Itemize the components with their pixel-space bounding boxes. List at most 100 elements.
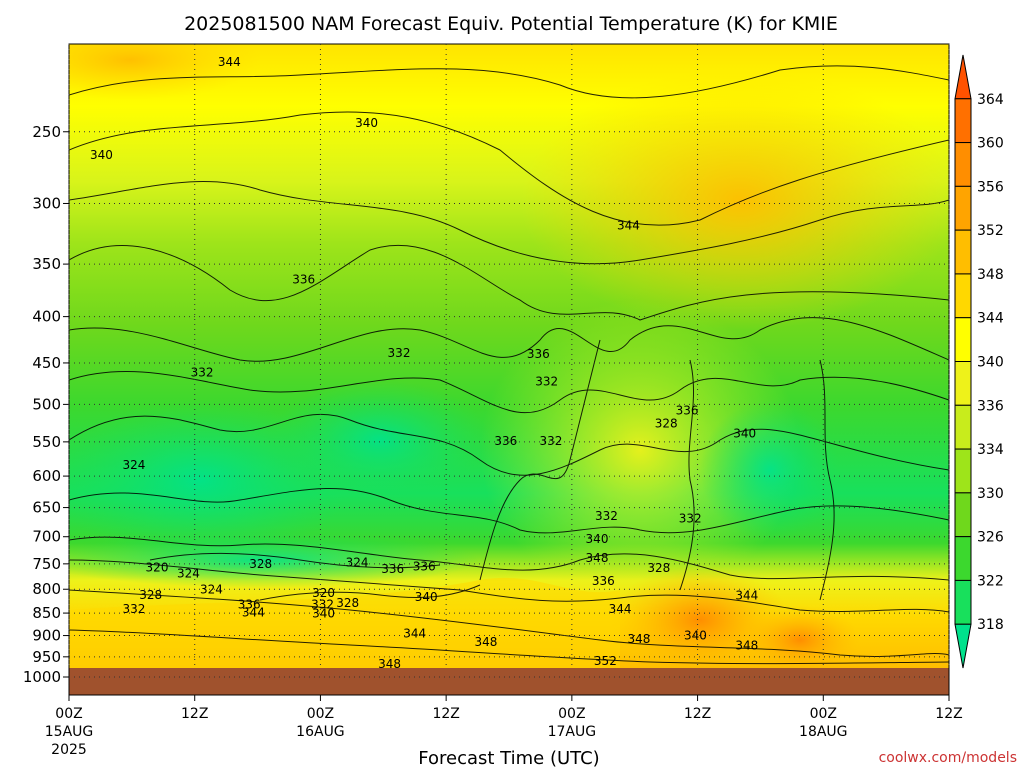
- contour-label: 340: [90, 148, 113, 162]
- contour-label: 344: [735, 589, 758, 603]
- contour-label: 340: [684, 628, 707, 642]
- contour-label: 328: [655, 416, 678, 430]
- x-tick-label: 12Z: [432, 706, 459, 722]
- y-tick-label: 750: [32, 555, 61, 573]
- colorbar-label: 352: [977, 223, 1004, 239]
- contour-label: 340: [415, 590, 438, 604]
- y-tick-label: 550: [32, 433, 61, 451]
- contour-label: 332: [535, 375, 558, 389]
- contour-label: 332: [388, 346, 411, 360]
- contour-label: 344: [617, 218, 640, 232]
- colorbar-label: 364: [977, 92, 1004, 108]
- contour-label: 344: [403, 627, 426, 641]
- colorbar-label: 322: [977, 573, 1004, 589]
- contour-label: 332: [191, 365, 214, 379]
- colorbar-cap-top: [954, 54, 972, 100]
- contour-label: 340: [355, 116, 378, 130]
- contour-label: 352: [594, 654, 617, 668]
- y-tick-label: 600: [32, 467, 61, 485]
- contour-label: 336: [494, 434, 517, 448]
- colorbar-segment: [954, 579, 972, 625]
- credit-text: coolwx.com/models: [879, 750, 1017, 766]
- x-tick-date: 18AUG: [799, 724, 848, 740]
- y-tick-label: 250: [32, 123, 61, 141]
- contour-label: 340: [733, 427, 756, 441]
- contour-label: 336: [676, 403, 699, 417]
- x-tick-year: 2025: [51, 742, 87, 758]
- x-tick-date: 16AUG: [296, 724, 345, 740]
- contour-label: 336: [527, 347, 550, 361]
- contour-label: 328: [139, 588, 162, 602]
- contour-label: 336: [413, 560, 436, 574]
- colorbar-segment: [954, 361, 972, 406]
- contour-label: 332: [539, 434, 562, 448]
- y-tick-label: 950: [32, 648, 61, 666]
- contour-label: 328: [647, 561, 670, 575]
- y-tick-label: 500: [32, 395, 61, 413]
- field-background: [69, 44, 949, 668]
- contour-label: 348: [627, 632, 650, 646]
- colorbar-segment: [954, 536, 972, 581]
- y-tick-label: 900: [32, 627, 61, 645]
- colorbar-label: 356: [977, 179, 1004, 195]
- contour-label: 336: [592, 574, 615, 588]
- contour-label: 348: [474, 635, 497, 649]
- colorbar-label: 330: [977, 486, 1004, 502]
- contour-label: 344: [218, 55, 241, 69]
- contour-label: 324: [122, 458, 145, 472]
- colorbar-label: 360: [977, 136, 1004, 152]
- colorbar-segment: [954, 185, 972, 231]
- x-tick-label: 12Z: [181, 706, 208, 722]
- contour-label: 340: [586, 532, 609, 546]
- contour-label: 332: [311, 598, 334, 612]
- colorbar-label: 326: [977, 530, 1004, 546]
- y-tick-label: 1000: [23, 668, 61, 686]
- contour-label: 324: [177, 567, 200, 581]
- colorbar-segment: [954, 98, 972, 144]
- contour-label: 348: [378, 657, 401, 671]
- colorbar-segment: [954, 317, 972, 363]
- colorbar-label: 318: [977, 617, 1004, 633]
- colorbar-label: 348: [977, 267, 1004, 283]
- colorbar-segment: [954, 142, 972, 187]
- contour-label: 332: [679, 511, 702, 525]
- colorbar-label: 340: [977, 355, 1004, 371]
- x-tick-label: 00Z: [55, 706, 82, 722]
- contour-label: 344: [242, 606, 265, 620]
- contour-label: 332: [122, 602, 145, 616]
- ground-surface: [69, 668, 949, 695]
- chart-title: 2025081500 NAM Forecast Equiv. Potential…: [184, 13, 838, 35]
- y-tick-label: 300: [32, 194, 61, 212]
- colorbar: 364 360 356 352 348 344 340 336 334 330 326 322 318: [954, 54, 1004, 669]
- colorbar-cap-bottom: [954, 623, 972, 669]
- contour-label: 324: [200, 583, 223, 597]
- contour-label: 336: [381, 562, 404, 576]
- y-tick-label: 450: [32, 354, 61, 372]
- contour-label: 324: [346, 555, 369, 569]
- x-tick-label: 00Z: [810, 706, 837, 722]
- contour-label: 336: [292, 273, 315, 287]
- contour-label: 320: [312, 586, 335, 600]
- contour-label: 328: [336, 596, 359, 610]
- y-tick-label: 350: [32, 255, 61, 273]
- colorbar-label: 334: [977, 442, 1004, 458]
- contour-label: 340: [312, 606, 335, 620]
- contour-label: 332: [595, 509, 618, 523]
- x-tick-date: 15AUG: [45, 724, 94, 740]
- contour-label: 344: [609, 602, 632, 616]
- x-axis: 00Z 15AUG 2025 12Z 00Z 16AUG 12Z 00Z 17AUG 12Z 00Z…: [45, 44, 963, 758]
- y-tick-label: 700: [32, 528, 61, 546]
- colorbar-segment: [954, 448, 972, 494]
- colorbar-label: 336: [977, 398, 1004, 414]
- contour-label: 328: [249, 557, 272, 571]
- x-tick-date: 17AUG: [548, 724, 597, 740]
- x-axis-label: Forecast Time (UTC): [418, 748, 599, 768]
- colorbar-segment: [954, 404, 972, 450]
- y-tick-label: 800: [32, 580, 61, 598]
- contour-label: 348: [586, 551, 609, 565]
- x-tick-label: 12Z: [684, 706, 711, 722]
- contour-label: 348: [735, 638, 758, 652]
- colorbar-segment: [954, 273, 972, 319]
